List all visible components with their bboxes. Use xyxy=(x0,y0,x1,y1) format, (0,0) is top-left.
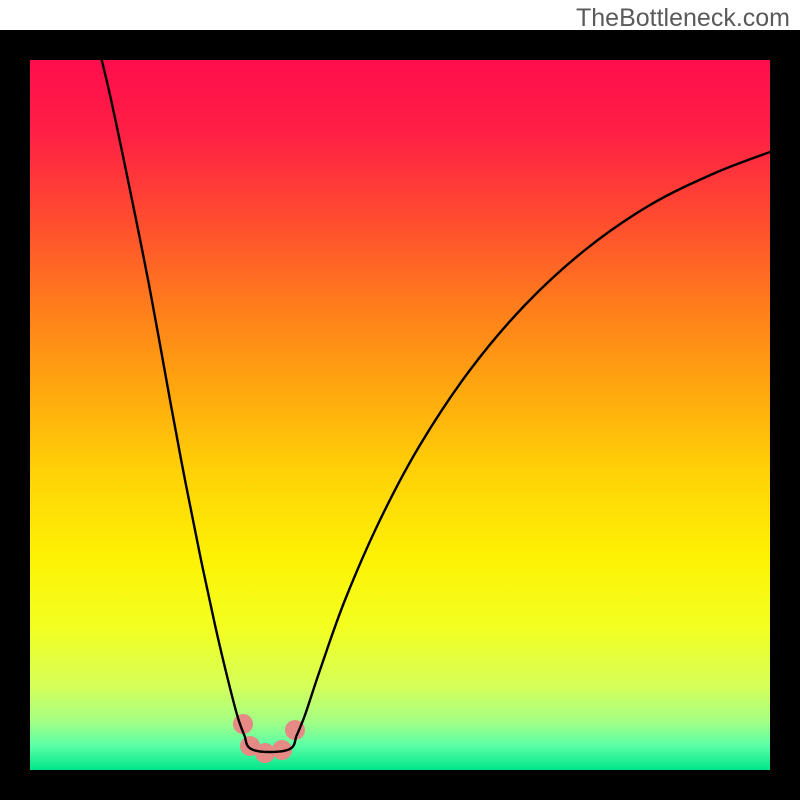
watermark-text: TheBottleneck.com xyxy=(576,4,790,33)
chart-container: TheBottleneck.com xyxy=(0,0,800,800)
v-curve-chart xyxy=(0,0,800,800)
chart-plot-area xyxy=(30,60,770,770)
